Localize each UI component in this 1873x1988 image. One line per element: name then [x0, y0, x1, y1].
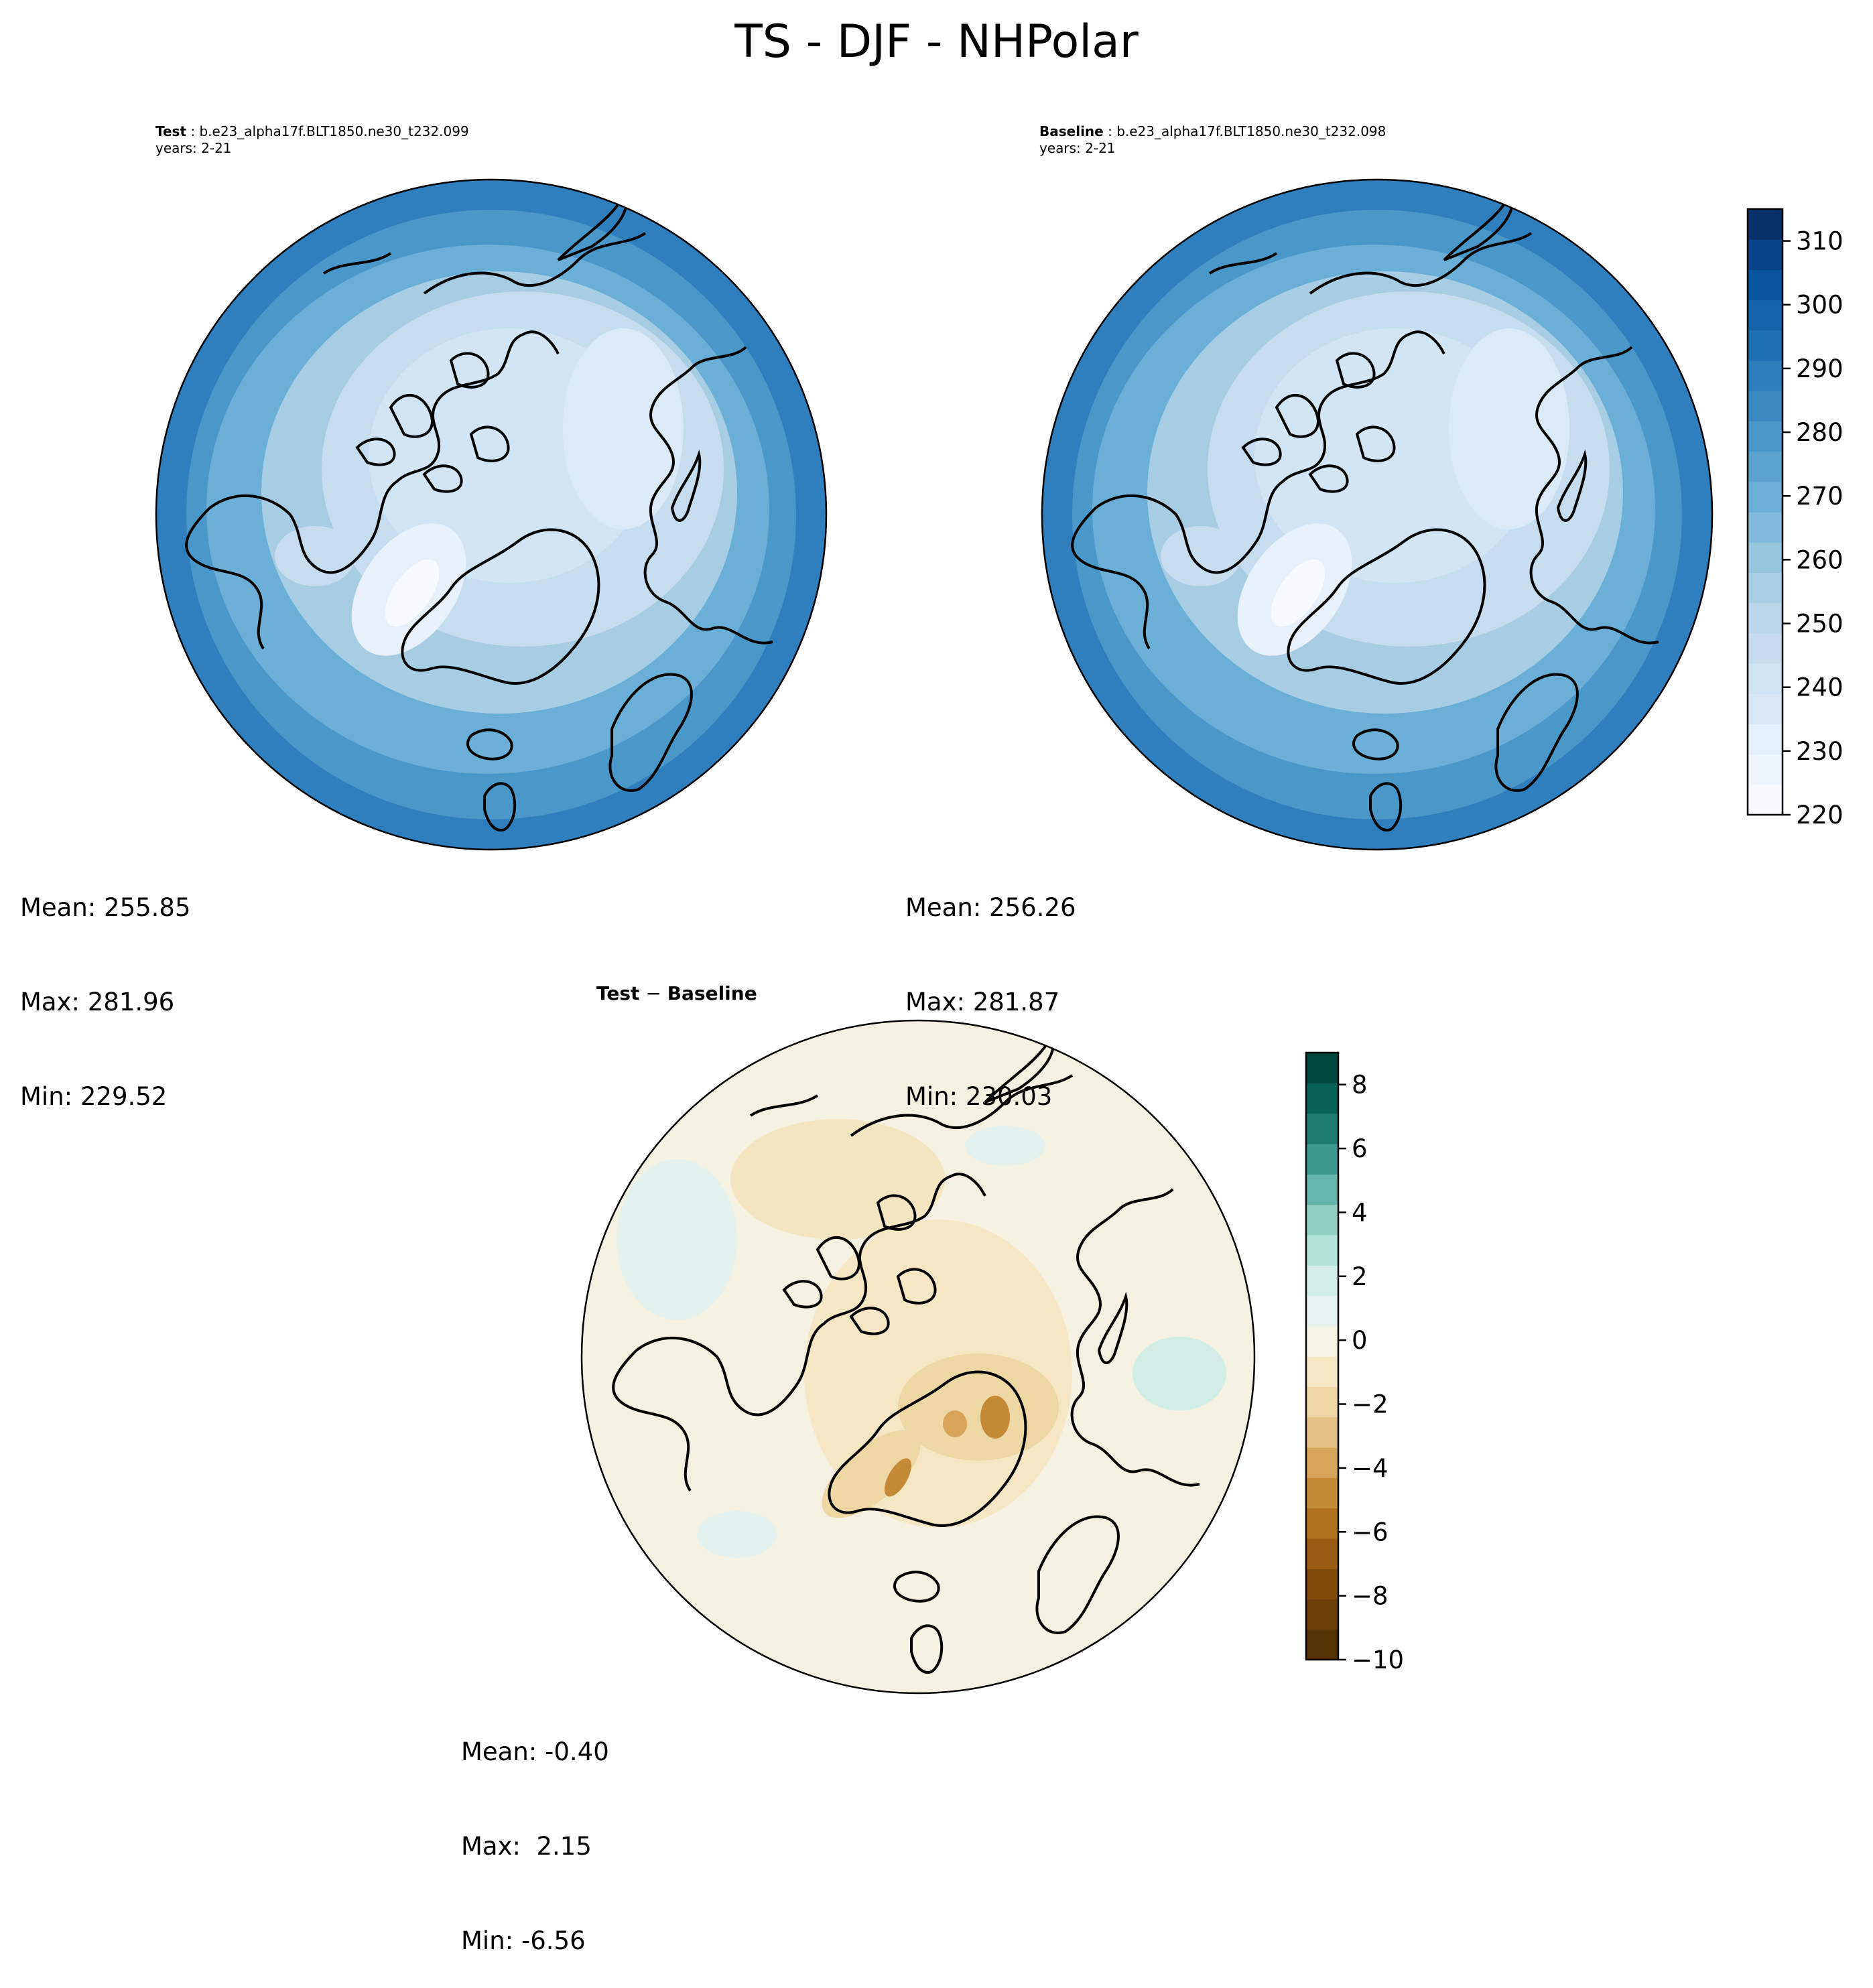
absolute-colorbar-swatch: [1748, 602, 1783, 634]
difference-colorbar-swatch: [1306, 1569, 1338, 1599]
absolute-colorbar-tick-label: 260: [1796, 545, 1844, 574]
test-mean: Mean: 255.85: [20, 893, 191, 922]
difference-colorbar-swatch: [1306, 1265, 1338, 1296]
difference-colorbar-tick-label: −10: [1352, 1646, 1404, 1674]
test-panel-header: Test : b.e23_alpha17f.BLT1850.ne30_t232.…: [155, 123, 469, 156]
difference-colorbar-swatch: [1306, 1113, 1338, 1144]
difference-colorbar-swatch: [1306, 1143, 1338, 1175]
baseline-map-border: [1041, 178, 1714, 851]
baseline-label: Baseline: [1039, 123, 1104, 139]
absolute-colorbar-swatch: [1748, 724, 1783, 755]
difference-colorbar-swatch: [1306, 1416, 1338, 1448]
baseline-map: [1041, 178, 1714, 851]
absolute-colorbar-swatch: [1748, 512, 1783, 543]
difference-colorbar-swatch: [1306, 1174, 1338, 1205]
difference-title: Test − Baseline: [596, 982, 757, 1004]
baseline-case-name: b.e23_alpha17f.BLT1850.ne30_t232.098: [1116, 123, 1386, 139]
baseline-panel-header: Baseline : b.e23_alpha17f.BLT1850.ne30_t…: [1039, 123, 1386, 156]
difference-colorbar-swatch: [1306, 1386, 1338, 1418]
absolute-colorbar-swatch: [1748, 209, 1783, 240]
test-case-name: b.e23_alpha17f.BLT1850.ne30_t232.099: [199, 123, 469, 139]
test-min: Min: 229.52: [20, 1082, 168, 1111]
figure-title: TS - DJF - NHPolar: [734, 15, 1139, 68]
baseline-mean: Mean: 256.26: [905, 893, 1076, 922]
difference-colorbar-frame: [1305, 1051, 1340, 1661]
difference-colorbar-swatch: [1306, 1325, 1338, 1357]
absolute-colorbar-swatch: [1748, 572, 1783, 604]
test-years: years: 2-21: [155, 140, 232, 156]
difference-mean: Mean: -0.40: [461, 1737, 609, 1766]
absolute-colorbar-tick-label: 300: [1796, 291, 1844, 320]
absolute-colorbar-swatch: [1748, 451, 1783, 482]
absolute-colorbar-tick-label: 310: [1796, 227, 1844, 256]
absolute-colorbar-swatch: [1748, 239, 1783, 270]
difference-colorbar-swatch: [1306, 1447, 1338, 1478]
difference-colorbar: −10 −8 −6 −4 −2 0 2 4 6 8: [1305, 1051, 1404, 1674]
difference-colorbar-swatch: [1306, 1629, 1338, 1660]
absolute-colorbar-swatch: [1748, 633, 1783, 664]
difference-colorbar-swatch: [1306, 1083, 1338, 1114]
absolute-colorbar-swatch: [1748, 300, 1783, 331]
absolute-colorbar-swatch: [1748, 421, 1783, 452]
difference-min: Min: -6.56: [461, 1926, 586, 1955]
absolute-colorbar-tick-label: 230: [1796, 737, 1844, 766]
difference-colorbar-tick-label: 8: [1352, 1071, 1368, 1100]
difference-colorbar-swatch: [1306, 1599, 1338, 1630]
difference-title-baseline: Baseline: [667, 982, 757, 1004]
test-label: Test: [155, 123, 187, 139]
difference-colorbar-tick-label: −2: [1352, 1390, 1388, 1419]
difference-colorbar-swatch: [1306, 1538, 1338, 1569]
baseline-stats: Mean: 256.26 Max: 281.87 Min: 230.03: [905, 829, 1076, 1144]
absolute-colorbar-swatch: [1748, 330, 1783, 361]
difference-colorbar-swatch: [1306, 1234, 1338, 1266]
difference-max: Max: 2.15: [461, 1832, 592, 1861]
absolute-colorbar-swatch: [1748, 481, 1783, 513]
difference-title-test: Test: [596, 982, 640, 1004]
difference-title-sep: −: [639, 982, 667, 1004]
difference-colorbar-tick-label: 2: [1352, 1262, 1368, 1291]
absolute-colorbar-swatch: [1748, 663, 1783, 694]
difference-colorbar-tick-label: −4: [1352, 1454, 1388, 1483]
difference-colorbar-tick-label: 0: [1352, 1326, 1368, 1355]
difference-stats: Mean: -0.40 Max: 2.15 Min: -6.56: [461, 1673, 609, 1988]
absolute-colorbar-frame: [1746, 208, 1784, 816]
absolute-colorbar-swatch: [1748, 693, 1783, 724]
absolute-colorbar-tick-label: 280: [1796, 418, 1844, 447]
absolute-colorbar-tick-label: 220: [1796, 801, 1844, 830]
absolute-colorbar-tick-label: 240: [1796, 673, 1844, 702]
baseline-max: Max: 281.87: [905, 988, 1060, 1016]
difference-colorbar-tick-label: 6: [1352, 1134, 1368, 1163]
difference-colorbar-tick-label: 4: [1352, 1198, 1368, 1227]
test-stats: Mean: 255.85 Max: 281.96 Min: 229.52: [20, 829, 191, 1144]
absolute-colorbar-swatch: [1748, 269, 1783, 301]
difference-colorbar-swatch: [1306, 1053, 1338, 1083]
test-map-border: [155, 178, 828, 851]
difference-colorbar-swatch: [1306, 1204, 1338, 1236]
absolute-colorbar-tick-label: 290: [1796, 354, 1844, 383]
test-max: Max: 281.96: [20, 988, 175, 1016]
absolute-colorbar-swatch: [1748, 360, 1783, 391]
absolute-colorbar-swatch: [1748, 542, 1783, 573]
difference-map-border: [580, 1019, 1256, 1695]
difference-colorbar-tick-label: −8: [1352, 1582, 1388, 1611]
difference-colorbar-swatch: [1306, 1508, 1338, 1539]
baseline-min: Min: 230.03: [905, 1082, 1053, 1111]
absolute-colorbar: 220 230 240 250 260 270 280 290 300 310: [1746, 208, 1844, 830]
absolute-colorbar-swatch: [1748, 754, 1783, 785]
difference-colorbar-swatch: [1306, 1295, 1338, 1327]
difference-colorbar-swatch: [1306, 1477, 1338, 1509]
absolute-colorbar-tick-label: 270: [1796, 482, 1844, 511]
absolute-colorbar-swatch: [1748, 391, 1783, 421]
difference-map: [580, 1019, 1256, 1695]
difference-colorbar-tick-label: −6: [1352, 1518, 1388, 1546]
absolute-colorbar-swatch: [1748, 784, 1783, 815]
baseline-years: years: 2-21: [1039, 140, 1116, 156]
test-map: [155, 178, 828, 851]
difference-colorbar-swatch: [1306, 1356, 1338, 1387]
absolute-colorbar-tick-label: 250: [1796, 610, 1844, 639]
